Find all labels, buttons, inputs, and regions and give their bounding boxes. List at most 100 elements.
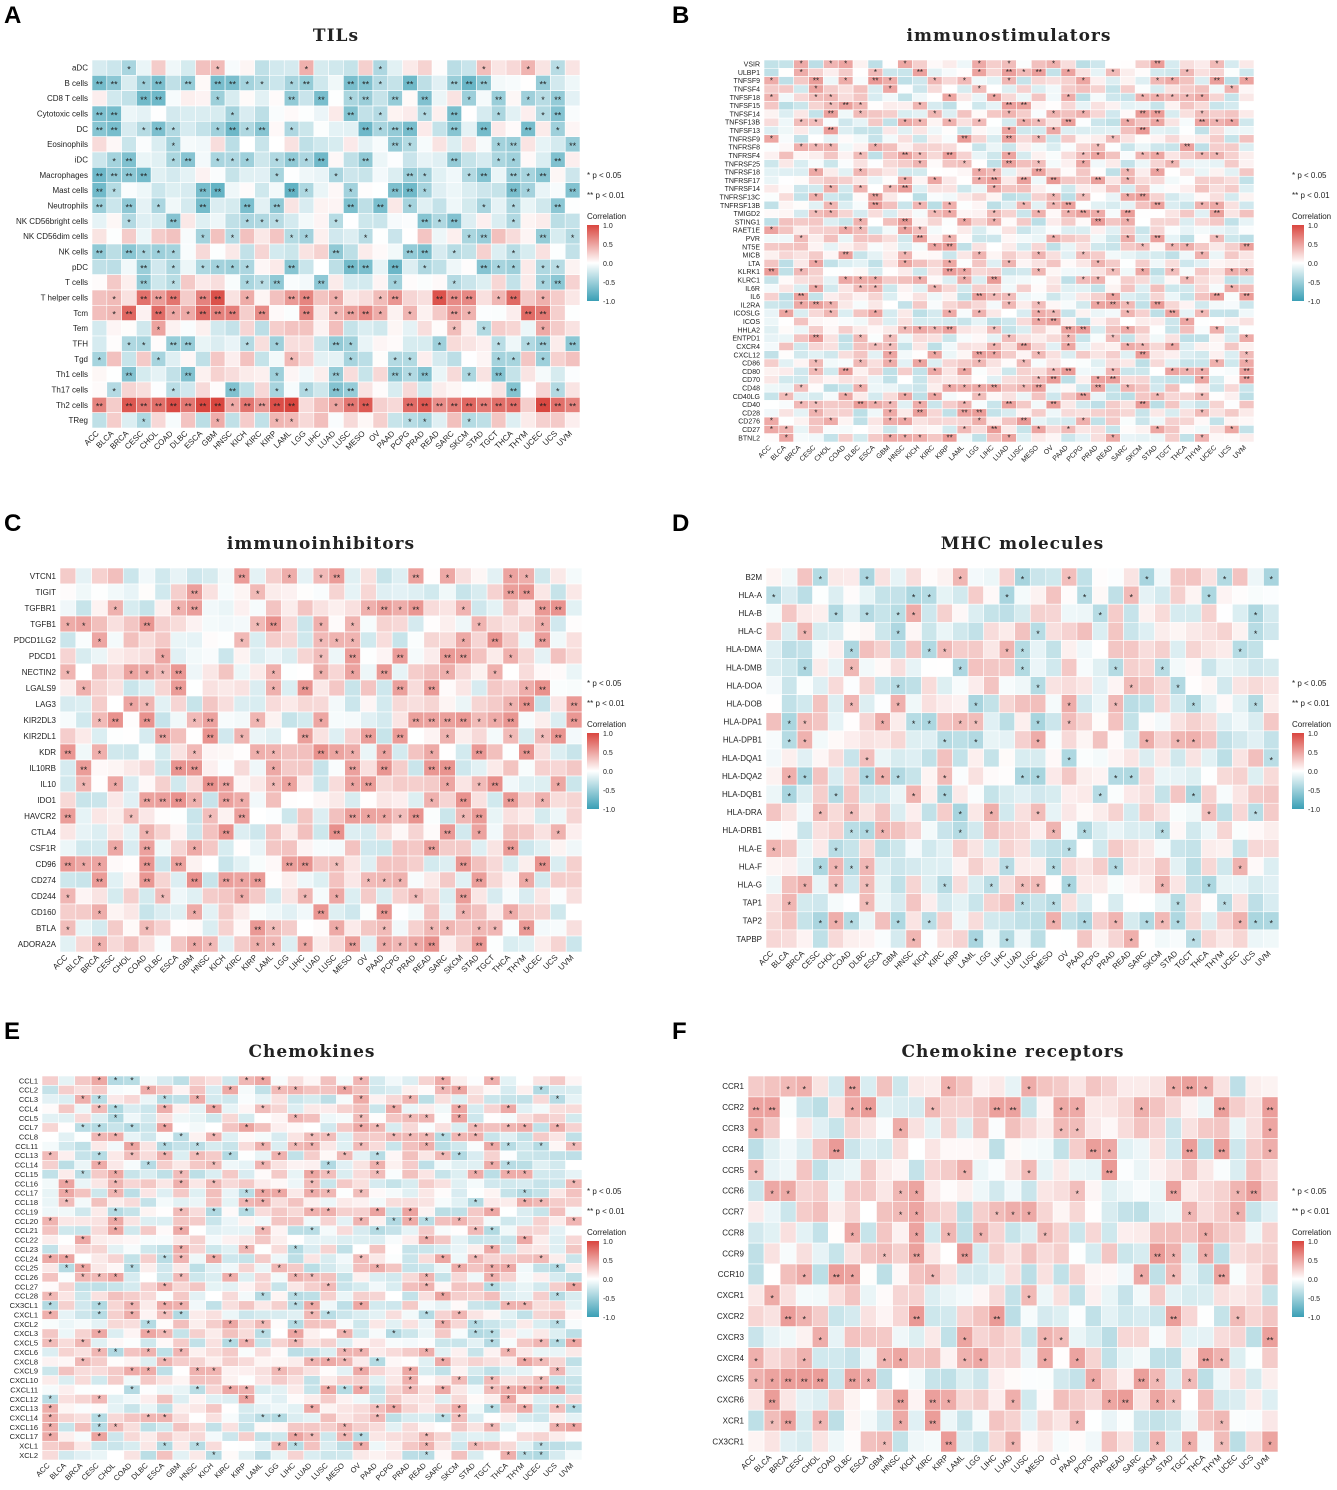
heatmap-cell: [210, 335, 226, 352]
significance-mark: *: [1176, 737, 1180, 747]
heatmap-cell: [565, 871, 583, 889]
heatmap-cell: [376, 823, 393, 841]
significance-mark: *: [814, 93, 817, 102]
heatmap-cell: [905, 694, 922, 714]
significance-mark: *: [788, 774, 792, 784]
significance-mark: *: [1192, 737, 1196, 747]
heatmap-cell: [1179, 300, 1195, 310]
heatmap-cell: [446, 259, 463, 275]
heatmap-cell: [808, 225, 824, 235]
heatmap-cell: [1238, 126, 1255, 136]
significance-mark: **: [238, 573, 246, 583]
row-label: IDO1: [37, 796, 56, 805]
heatmap-cell: [470, 663, 488, 681]
heatmap-cell: [550, 759, 567, 777]
significance-mark: *: [127, 64, 131, 74]
significance-mark: *: [383, 813, 387, 823]
heatmap-cell: [1134, 308, 1151, 318]
heatmap-cell: [283, 167, 300, 183]
heatmap-cell: [952, 839, 969, 858]
heatmap-cell: [296, 583, 314, 601]
heatmap-cell: [1014, 821, 1031, 840]
heatmap-cell: [360, 887, 377, 905]
heatmap-cell: [941, 350, 958, 360]
heatmap-cell: [927, 333, 943, 343]
heatmap-cell: [265, 823, 282, 841]
heatmap-cell: [956, 192, 973, 202]
heatmap-cell: [202, 887, 219, 905]
heatmap-cell: [1029, 658, 1047, 677]
heatmap-cell: [1134, 59, 1151, 69]
heatmap-cell: [852, 416, 869, 426]
significance-mark: **: [1244, 242, 1250, 251]
significance-mark: **: [64, 813, 72, 823]
heatmap-cell: [867, 366, 884, 376]
significance-mark: *: [829, 93, 832, 102]
significance-mark: *: [1145, 574, 1149, 584]
heatmap-cell: [858, 621, 876, 641]
heatmap-cell: [360, 855, 377, 873]
heatmap-cell: [313, 320, 329, 337]
significance-mark: **: [302, 685, 310, 695]
heatmap-cell: [239, 351, 255, 367]
legend-tick: -0.5: [603, 788, 615, 795]
heatmap-cell: [518, 599, 535, 617]
row-label: iDC: [75, 155, 89, 164]
significance-mark: *: [978, 384, 981, 393]
heatmap-cell: [1185, 603, 1202, 623]
significance-mark: *: [240, 893, 244, 903]
heatmap-cell: [793, 433, 809, 443]
row-label: IL6: [750, 294, 760, 301]
significance-mark: *: [477, 781, 481, 791]
heatmap-cell: [998, 676, 1016, 695]
significance-mark: *: [1126, 234, 1129, 243]
heatmap-cell: [1090, 425, 1106, 434]
significance-mark: **: [412, 717, 420, 727]
heatmap-cell: [890, 567, 907, 587]
heatmap-cell: [936, 694, 953, 714]
heatmap-cell: [550, 663, 567, 681]
heatmap-cell: [1232, 730, 1249, 750]
row-label: TNFRSF18: [725, 170, 761, 177]
heatmap-cell: [867, 101, 884, 111]
significance-mark: **: [451, 294, 459, 304]
heatmap-cell: [1138, 839, 1155, 858]
significance-mark: **: [199, 187, 207, 197]
heatmap-cell: [564, 381, 581, 398]
heatmap-cell: [1123, 730, 1140, 750]
heatmap-cell: [812, 676, 829, 695]
heatmap-cell: [224, 167, 241, 183]
heatmap-cell: [1154, 603, 1171, 623]
heatmap-cell: [986, 300, 1002, 310]
heatmap-cell: [1030, 192, 1047, 202]
heatmap-cell: [763, 250, 780, 260]
heatmap-cell: [921, 821, 938, 840]
heatmap-cell: [431, 305, 448, 321]
significance-mark: *: [1200, 151, 1203, 160]
significance-mark: *: [1215, 118, 1218, 127]
heatmap-cell: [344, 599, 361, 617]
heatmap-cell: [763, 142, 780, 152]
heatmap-cell: [1092, 911, 1109, 931]
heatmap-cell: [357, 320, 374, 337]
significance-mark: **: [214, 80, 222, 90]
heatmap-cell: [298, 320, 315, 337]
significance-mark: *: [240, 637, 244, 647]
heatmap-cell: [1149, 433, 1166, 443]
heatmap-cell: [423, 583, 440, 601]
heatmap-cell: [313, 259, 329, 275]
heatmap-cell: [986, 391, 1002, 401]
significance-mark: *: [525, 573, 529, 583]
significance-mark: **: [175, 861, 183, 871]
heatmap-cell: [1149, 325, 1166, 335]
heatmap-cell: [1134, 134, 1151, 144]
heatmap-cell: [1216, 694, 1233, 714]
heatmap-cell: [941, 101, 958, 111]
heatmap-cell: [476, 335, 492, 352]
heatmap-cell: [431, 90, 448, 107]
significance-mark: *: [526, 64, 530, 74]
heatmap-cell: [1090, 242, 1106, 252]
heatmap-cell: [518, 647, 535, 665]
heatmap-cell: [1185, 875, 1202, 895]
heatmap-cell: [778, 250, 794, 260]
